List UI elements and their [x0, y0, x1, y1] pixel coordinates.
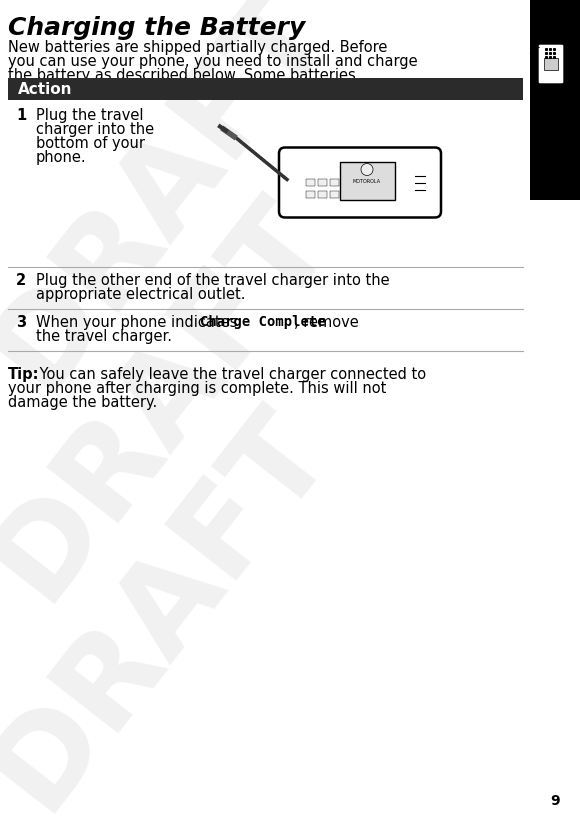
Text: Z: Z	[536, 35, 544, 45]
Bar	[8, 78, 523, 100]
Text: you can use your phone, you need to install and charge: you can use your phone, you need to inst…	[8, 54, 418, 69]
Text: the battery as described below. Some batteries: the battery as described below. Some bat…	[8, 68, 356, 83]
Bar	[330, 191, 339, 197]
Text: Z: Z	[533, 42, 539, 51]
Text: 1: 1	[16, 108, 26, 123]
Text: DRAFT: DRAFT	[0, 177, 351, 619]
Text: , remove: , remove	[294, 315, 359, 330]
FancyBboxPatch shape	[538, 44, 564, 84]
Text: the travel charger.: the travel charger.	[36, 329, 172, 344]
Text: Plug the other end of the travel charger into the: Plug the other end of the travel charger…	[36, 273, 390, 288]
FancyBboxPatch shape	[279, 147, 441, 218]
Text: your phone after charging is complete. This will not: your phone after charging is complete. T…	[8, 381, 386, 396]
Text: New batteries are shipped partially charged. Before: New batteries are shipped partially char…	[8, 40, 387, 55]
Text: perform best after several full charge/discharge cycles.: perform best after several full charge/d…	[8, 82, 414, 97]
Text: Tip:: Tip:	[8, 367, 39, 382]
Circle shape	[361, 164, 373, 176]
Bar	[544, 58, 558, 70]
Text: Action: Action	[18, 82, 72, 97]
Text: damage the battery.: damage the battery.	[8, 395, 157, 410]
Text: Plug the travel: Plug the travel	[36, 108, 143, 123]
Text: Getting Started: Getting Started	[552, 55, 564, 165]
Bar	[318, 191, 327, 197]
Text: Z: Z	[530, 49, 535, 55]
Text: You can safely leave the travel charger connected to: You can safely leave the travel charger …	[35, 367, 426, 382]
Text: phone.: phone.	[36, 150, 86, 165]
Text: Charge Complete: Charge Complete	[200, 315, 325, 329]
Text: When your phone indicates: When your phone indicates	[36, 315, 242, 330]
Text: DRAFT: DRAFT	[0, 0, 351, 409]
Text: charger into the: charger into the	[36, 122, 154, 137]
Text: 2: 2	[16, 273, 26, 288]
Text: 3: 3	[16, 315, 26, 330]
Bar	[306, 178, 315, 186]
Bar	[318, 178, 327, 186]
Text: bottom of your: bottom of your	[36, 136, 145, 151]
Text: Charging the Battery: Charging the Battery	[8, 16, 305, 40]
Text: appropriate electrical outlet.: appropriate electrical outlet.	[36, 287, 245, 302]
Bar	[306, 191, 315, 197]
Bar	[330, 178, 339, 186]
Bar	[530, 0, 580, 200]
Text: 9: 9	[550, 794, 560, 808]
Text: MOTOROLA: MOTOROLA	[353, 179, 381, 184]
Bar	[340, 161, 395, 200]
Text: DRAFT: DRAFT	[0, 387, 351, 818]
